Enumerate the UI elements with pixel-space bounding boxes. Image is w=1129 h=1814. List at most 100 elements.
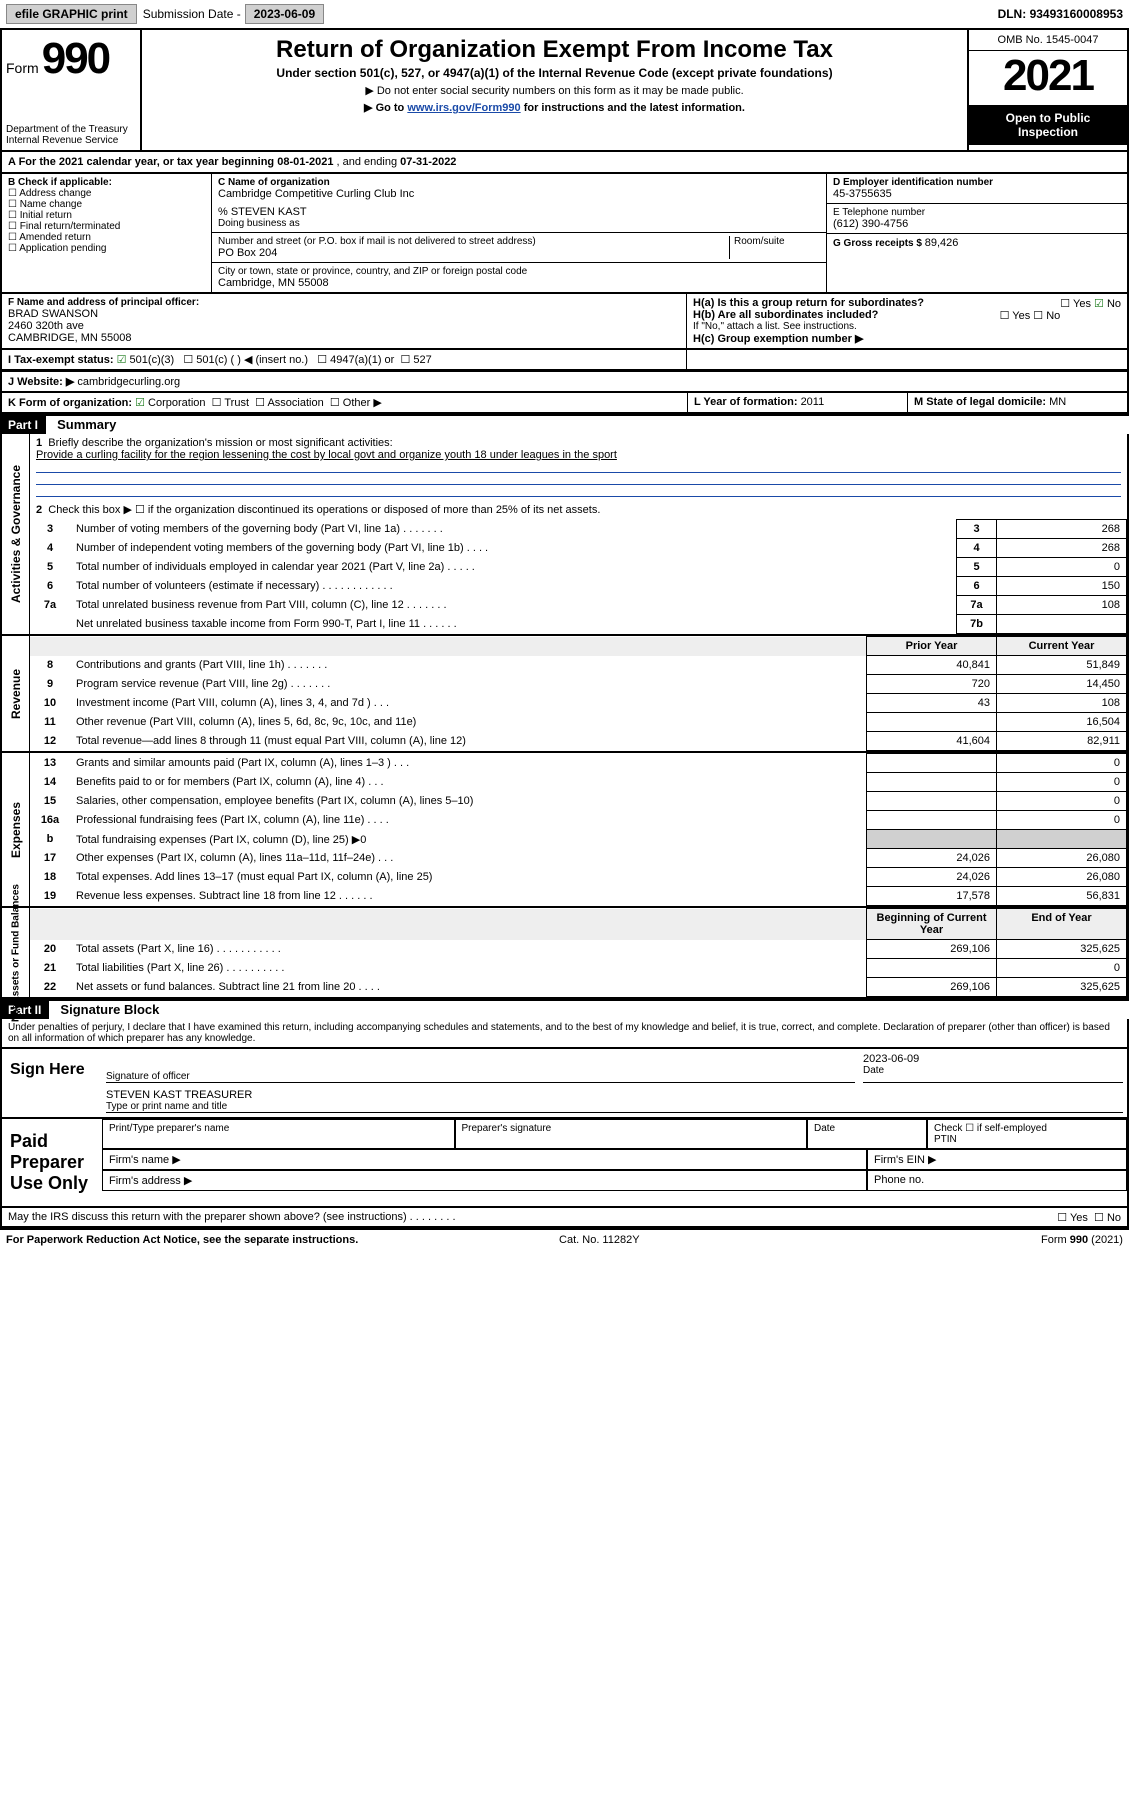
net-table: Beginning of Current YearEnd of Year 20 … xyxy=(30,908,1127,997)
f-label: F Name and address of principal officer: xyxy=(8,297,680,308)
gov-table: 3 Number of voting members of the govern… xyxy=(30,519,1127,634)
table-row: 18 Total expenses. Add lines 13–17 (must… xyxy=(30,868,1127,887)
table-row: 11 Other revenue (Part VIII, column (A),… xyxy=(30,713,1127,732)
i-527[interactable]: 527 xyxy=(400,354,431,366)
officer-addr2: CAMBRIDGE, MN 55008 xyxy=(8,332,680,344)
form-subtitle: Under section 501(c), 527, or 4947(a)(1)… xyxy=(152,66,957,80)
dept-treasury: Department of the Treasury xyxy=(6,124,136,135)
side-exp: Expenses xyxy=(9,801,23,857)
k-assoc[interactable]: Association xyxy=(255,397,324,409)
tax-year: 2021 xyxy=(969,51,1127,105)
addr-label: Number and street (or P.O. box if mail i… xyxy=(218,236,725,247)
hb-yes[interactable]: Yes xyxy=(1000,310,1031,322)
line-a: A For the 2021 calendar year, or tax yea… xyxy=(0,152,1129,174)
pp-date: Date xyxy=(807,1119,927,1149)
side-rev: Revenue xyxy=(9,668,23,718)
ij-row: I Tax-exempt status: 501(c)(3) 501(c) ( … xyxy=(0,350,1129,372)
table-row: 17 Other expenses (Part IX, column (A), … xyxy=(30,849,1127,868)
room-label: Room/suite xyxy=(734,236,820,247)
chk-pending[interactable]: Application pending xyxy=(8,243,205,254)
street-address: PO Box 204 xyxy=(218,247,725,259)
table-row: 21 Total liabilities (Part X, line 26) .… xyxy=(30,959,1127,978)
sign-here-block: Sign Here Signature of officer 2023-06-0… xyxy=(0,1049,1129,1119)
table-row: 22 Net assets or fund balances. Subtract… xyxy=(30,978,1127,997)
domicile: MN xyxy=(1049,396,1066,408)
chk-name[interactable]: Name change xyxy=(8,199,205,210)
form-word: Form xyxy=(6,60,39,76)
table-row: 14 Benefits paid to or for members (Part… xyxy=(30,773,1127,792)
dln: DLN: 93493160008953 xyxy=(998,7,1123,21)
part1-rev: Revenue Prior YearCurrent Year 8 Contrib… xyxy=(0,636,1129,753)
paid-preparer-block: Paid Preparer Use Only Print/Type prepar… xyxy=(0,1119,1129,1208)
k-trust[interactable]: Trust xyxy=(212,397,249,409)
sig-name: STEVEN KAST TREASURER xyxy=(106,1089,1123,1101)
k-label: K Form of organization: xyxy=(8,397,132,409)
exp-table: 13 Grants and similar amounts paid (Part… xyxy=(30,753,1127,906)
form-number: 990 xyxy=(42,34,109,83)
note-ssn: ▶ Do not enter social security numbers o… xyxy=(152,84,957,97)
irs-link[interactable]: www.irs.gov/Form990 xyxy=(407,102,520,114)
chk-initial[interactable]: Initial return xyxy=(8,210,205,221)
discuss-row: May the IRS discuss this return with the… xyxy=(0,1208,1129,1228)
efile-print-button[interactable]: efile GRAPHIC print xyxy=(6,4,137,24)
chk-amended[interactable]: Amended return xyxy=(8,232,205,243)
i-501c3[interactable]: 501(c)(3) xyxy=(117,354,175,366)
table-row: 16a Professional fundraising fees (Part … xyxy=(30,811,1127,830)
table-row: 15 Salaries, other compensation, employe… xyxy=(30,792,1127,811)
sig-name-label: Type or print name and title xyxy=(106,1101,1123,1112)
part1-exp: Expenses 13 Grants and similar amounts p… xyxy=(0,753,1129,908)
pp-name: Print/Type preparer's name xyxy=(102,1119,455,1149)
discuss-yes[interactable]: Yes xyxy=(1057,1212,1088,1224)
dba-label: Doing business as xyxy=(218,218,820,229)
cat-no: Cat. No. 11282Y xyxy=(559,1234,640,1246)
part1-net: Net Assets or Fund Balances Beginning of… xyxy=(0,908,1129,999)
pp-self[interactable]: Check ☐ if self-employed xyxy=(934,1123,1120,1134)
sig-date-label: Date xyxy=(863,1065,1123,1076)
firm-ein: Firm's EIN ▶ xyxy=(867,1149,1127,1170)
ein: 45-3755635 xyxy=(833,188,1121,200)
i-501c[interactable]: 501(c) ( ) ◀ (insert no.) xyxy=(183,354,308,366)
part1-gov: Activities & Governance 1 Briefly descri… xyxy=(0,434,1129,636)
hc: H(c) Group exemption number ▶ xyxy=(693,332,1121,345)
k-other[interactable]: Other ▶ xyxy=(330,397,382,409)
omb-number: OMB No. 1545-0047 xyxy=(969,30,1127,51)
city-state-zip: Cambridge, MN 55008 xyxy=(218,277,820,289)
firm-name: Firm's name ▶ xyxy=(102,1149,867,1170)
chk-address[interactable]: Address change xyxy=(8,188,205,199)
table-row: 6 Total number of volunteers (estimate i… xyxy=(30,577,1127,596)
ha: H(a) Is this a group return for subordin… xyxy=(693,297,1121,309)
submission-date-button[interactable]: 2023-06-09 xyxy=(245,4,324,24)
chk-final[interactable]: Final return/terminated xyxy=(8,221,205,232)
ha-no[interactable]: No xyxy=(1094,298,1121,310)
ha-yes[interactable]: Yes xyxy=(1060,298,1091,310)
note-link: ▶ Go to www.irs.gov/Form990 for instruct… xyxy=(152,101,957,114)
website[interactable]: cambridgecurling.org xyxy=(77,376,180,388)
table-row: 13 Grants and similar amounts paid (Part… xyxy=(30,754,1127,773)
table-row: 12 Total revenue—add lines 8 through 11 … xyxy=(30,732,1127,751)
k-corp[interactable]: Corporation xyxy=(135,397,205,409)
hb: H(b) Are all subordinates included? Yes … xyxy=(693,309,1121,321)
i-4947[interactable]: 4947(a)(1) or xyxy=(317,354,394,366)
klm-row: K Form of organization: Corporation Trus… xyxy=(0,393,1129,414)
part2-hdr: Part II xyxy=(0,1001,49,1019)
hb-no[interactable]: No xyxy=(1033,310,1060,322)
fh-row: F Name and address of principal officer:… xyxy=(0,294,1129,350)
org-name: Cambridge Competitive Curling Club Inc xyxy=(218,188,820,200)
pra-notice: For Paperwork Reduction Act Notice, see … xyxy=(6,1234,358,1246)
header-block: B Check if applicable: Address change Na… xyxy=(0,174,1129,294)
d-label: D Employer identification number xyxy=(833,177,1121,188)
care-of: % STEVEN KAST xyxy=(218,206,820,218)
form-header: Form 990 Department of the Treasury Inte… xyxy=(0,30,1129,152)
form-title: Return of Organization Exempt From Incom… xyxy=(152,36,957,64)
open-inspection: Open to PublicInspection xyxy=(969,105,1127,145)
sign-here-label: Sign Here xyxy=(2,1049,102,1117)
sig-officer-label: Signature of officer xyxy=(106,1071,855,1082)
officer-name: BRAD SWANSON xyxy=(8,308,680,320)
l-label: L Year of formation: xyxy=(694,396,801,408)
c-label: C Name of organization xyxy=(218,177,820,188)
part1-hdr: Part I xyxy=(0,416,46,434)
i-label: I Tax-exempt status: xyxy=(8,354,114,366)
topbar: efile GRAPHIC print Submission Date - 20… xyxy=(0,0,1129,30)
pp-sig: Preparer's signature xyxy=(455,1119,808,1149)
discuss-no[interactable]: No xyxy=(1094,1212,1121,1224)
